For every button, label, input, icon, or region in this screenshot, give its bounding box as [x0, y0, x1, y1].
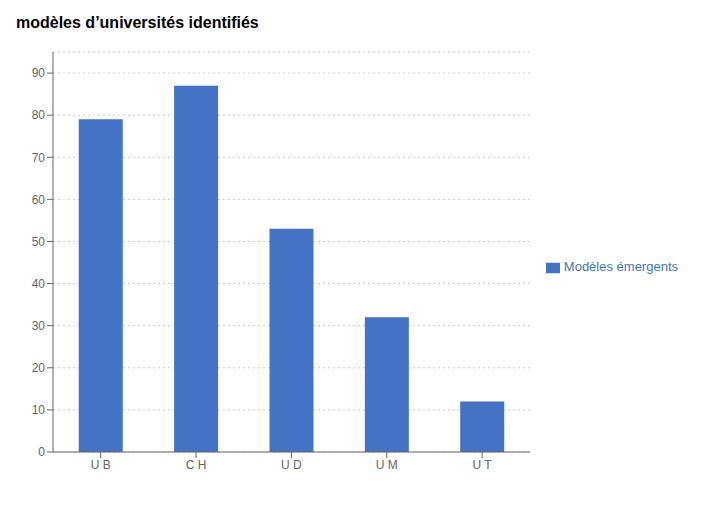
svg-text:U B: U B: [91, 458, 111, 472]
svg-text:80: 80: [32, 108, 46, 122]
svg-text:0: 0: [38, 445, 45, 459]
svg-text:30: 30: [32, 319, 46, 333]
svg-text:70: 70: [32, 151, 46, 165]
svg-text:40: 40: [32, 277, 46, 291]
svg-text:U T: U T: [473, 458, 493, 472]
html-text:Modèles émergents: Modèles émergents: [563, 259, 678, 275]
svg-text:10: 10: [32, 403, 46, 417]
svg-text:20: 20: [32, 361, 46, 375]
html-text:modèles d’universités identifi: modèles d’universités identifiés: [16, 14, 259, 31]
svg-text:U M: U M: [376, 458, 398, 472]
svg-text:C H: C H: [186, 458, 207, 472]
svg-text:U D: U D: [281, 458, 302, 472]
svg-text:60: 60: [32, 193, 46, 207]
svg-text:50: 50: [32, 235, 46, 249]
svg-text:90: 90: [32, 66, 46, 80]
